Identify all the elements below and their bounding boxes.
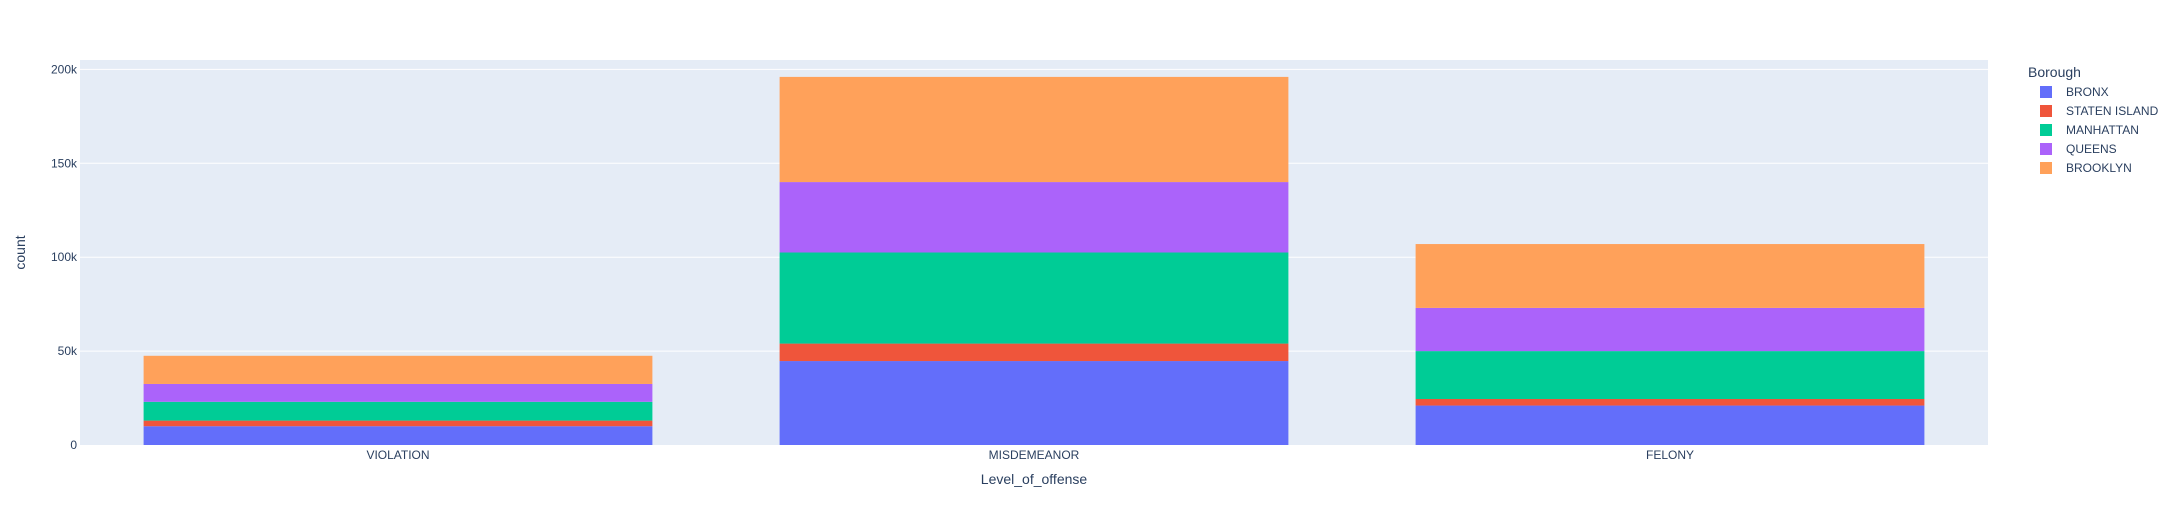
bar-segment xyxy=(1415,307,1925,352)
y-tick-label: 150k xyxy=(51,156,78,170)
bar-segment xyxy=(779,361,1289,445)
y-tick-label: 200k xyxy=(51,62,78,76)
legend-swatch xyxy=(2040,105,2052,117)
bar-segment xyxy=(779,252,1289,344)
legend-label: BROOKLYN xyxy=(2066,161,2132,175)
bar-segment xyxy=(143,401,653,421)
x-tick-label: VIOLATION xyxy=(366,448,429,462)
legend-label: STATEN ISLAND xyxy=(2066,104,2159,118)
bar-segment xyxy=(779,182,1289,253)
legend: Borough BRONX STATEN ISLAND MANHATTAN QUEEN… xyxy=(2028,64,2159,175)
y-tick-label: 50k xyxy=(58,344,78,358)
bar-segment xyxy=(779,343,1289,362)
bar-segment xyxy=(143,355,653,384)
y-tick-label: 0 xyxy=(70,438,77,452)
bar-segment xyxy=(1415,244,1925,308)
bar-segment xyxy=(143,426,653,445)
legend-label: QUEENS xyxy=(2066,142,2117,156)
legend-label: BRONX xyxy=(2066,85,2109,99)
bar-segment xyxy=(779,76,1289,183)
y-tick-label: 100k xyxy=(51,250,78,264)
legend-label: MANHATTAN xyxy=(2066,123,2139,137)
bar-segment xyxy=(1415,351,1925,399)
legend-swatch xyxy=(2040,86,2052,98)
x-axis-title: Level_of_offense xyxy=(981,471,1088,487)
legend-swatch xyxy=(2040,143,2052,155)
bars xyxy=(143,76,1925,445)
x-tick-label: FELONY xyxy=(1646,448,1694,462)
legend-swatch xyxy=(2040,124,2052,136)
legend-items: BRONX STATEN ISLAND MANHATTAN QUEENS BROOKLY… xyxy=(2040,85,2159,175)
x-axis-ticks: VIOLATION MISDEMEANOR FELONY xyxy=(366,448,1694,462)
bar-segment xyxy=(1415,405,1925,445)
bar-segment xyxy=(143,383,653,402)
legend-title: Borough xyxy=(2028,64,2081,80)
x-tick-label: MISDEMEANOR xyxy=(989,448,1080,462)
bar-segment xyxy=(1415,398,1925,406)
y-axis-title: count xyxy=(12,235,28,269)
y-axis-ticks: 0 50k 100k 150k 200k xyxy=(51,62,78,452)
legend-swatch xyxy=(2040,162,2052,174)
bar-segment xyxy=(143,420,653,427)
